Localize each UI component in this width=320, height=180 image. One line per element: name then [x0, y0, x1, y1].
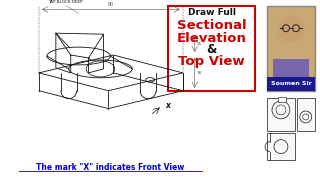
FancyBboxPatch shape — [267, 6, 315, 91]
Circle shape — [278, 16, 304, 42]
FancyBboxPatch shape — [273, 59, 309, 91]
Text: TAP BLOCK DEEP: TAP BLOCK DEEP — [48, 0, 83, 4]
Text: 90: 90 — [107, 2, 114, 7]
Text: 25: 25 — [197, 42, 202, 46]
Text: Soumen Sir: Soumen Sir — [270, 81, 311, 86]
Bar — [297, 98, 315, 131]
FancyBboxPatch shape — [267, 77, 315, 91]
Text: Elevation: Elevation — [177, 32, 246, 45]
Bar — [267, 133, 295, 160]
Bar — [267, 98, 295, 131]
Text: Top View: Top View — [178, 55, 245, 68]
Text: x: x — [165, 101, 170, 110]
Bar — [277, 97, 285, 102]
Text: 38: 38 — [197, 71, 202, 75]
Text: Sectional: Sectional — [177, 19, 246, 32]
Text: &: & — [206, 43, 217, 56]
Text: The mark "X" indicates Front View: The mark "X" indicates Front View — [36, 163, 185, 172]
FancyBboxPatch shape — [168, 6, 255, 91]
Text: Draw Full: Draw Full — [188, 8, 236, 17]
